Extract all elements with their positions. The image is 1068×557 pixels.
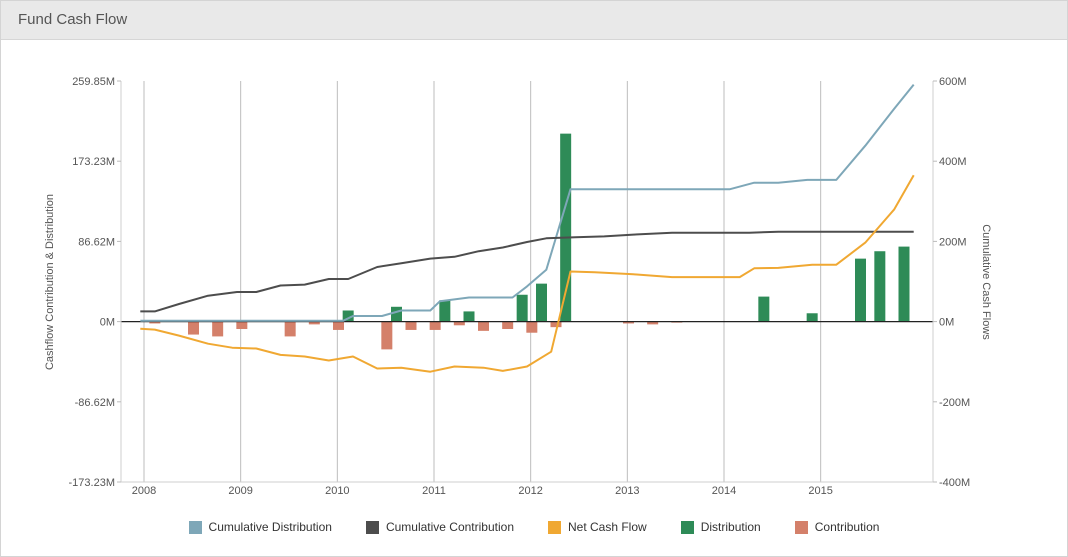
y-right-axis-title: Cumulative Cash Flows bbox=[980, 224, 992, 340]
contribution-bar bbox=[405, 321, 417, 330]
y-right-tick-label: -400M bbox=[939, 477, 970, 489]
distribution-bar bbox=[560, 133, 572, 322]
contribution-bar bbox=[623, 321, 634, 324]
distribution-bar bbox=[758, 296, 770, 322]
legend-swatch bbox=[680, 520, 694, 534]
cumulative-distribution-line bbox=[140, 83, 915, 322]
contribution-bar bbox=[647, 321, 659, 325]
legend-swatch bbox=[188, 520, 202, 534]
legend-label: Contribution bbox=[814, 520, 880, 534]
y-left-tick-label: 173.23M bbox=[72, 156, 115, 168]
y-left-tick-label: 0M bbox=[100, 317, 115, 329]
legend-item[interactable]: Net Cash Flow bbox=[548, 517, 647, 537]
contribution-bar bbox=[308, 321, 320, 325]
grid-layer bbox=[143, 81, 822, 482]
chart-legend: Cumulative Distribution Cumulative Contri… bbox=[1, 517, 1067, 537]
legend-label: Cumulative Contribution bbox=[385, 520, 514, 534]
legend-swatch bbox=[365, 520, 379, 534]
contribution-bar bbox=[502, 321, 514, 330]
distribution-bar bbox=[439, 300, 451, 322]
distribution-bar bbox=[536, 283, 547, 322]
net-cash-flow-line bbox=[140, 174, 915, 373]
legend-item[interactable]: Distribution bbox=[680, 517, 761, 537]
legend-item[interactable]: Contribution bbox=[794, 517, 880, 537]
y-right-tick-label: 600M bbox=[939, 76, 967, 88]
x-tick-label: 2015 bbox=[808, 485, 832, 497]
x-tick-label: 2009 bbox=[228, 485, 252, 497]
legend-swatch bbox=[794, 520, 808, 534]
bars-layer bbox=[149, 133, 910, 350]
contribution-bar bbox=[453, 321, 465, 326]
contribution-bar bbox=[236, 321, 248, 330]
contribution-bar bbox=[381, 321, 393, 350]
y-left-axis-title: Cashflow Contribution & Distribution bbox=[44, 194, 56, 370]
contribution-bar bbox=[284, 321, 296, 337]
contribution-bar bbox=[478, 321, 489, 331]
y-right-tick-label: 200M bbox=[939, 236, 967, 248]
contribution-bar bbox=[429, 321, 441, 330]
contribution-bar bbox=[550, 321, 562, 328]
contribution-bar bbox=[333, 321, 344, 330]
panel-header: Fund Cash Flow bbox=[1, 1, 1067, 40]
x-tick-label: 2008 bbox=[132, 485, 156, 497]
x-tick-label: 2013 bbox=[615, 485, 639, 497]
fund-cash-flow-chart: 2008 2009 2010 2011 2012 2013 2014 2015 259.85M 1… bbox=[44, 76, 992, 497]
axes-layer: 2008 2009 2010 2011 2012 2013 2014 2015 259.85M 1… bbox=[69, 76, 971, 497]
distribution-bar bbox=[391, 306, 402, 322]
x-tick-label: 2011 bbox=[422, 485, 446, 497]
distribution-bar bbox=[463, 311, 475, 322]
y-left-tick-label: 86.62M bbox=[78, 236, 115, 248]
contribution-bar bbox=[526, 321, 538, 333]
y-right-tick-label: 400M bbox=[939, 156, 967, 168]
y-left-tick-label: -86.62M bbox=[75, 397, 115, 409]
distribution-bar bbox=[874, 251, 886, 322]
distribution-bar bbox=[342, 310, 354, 322]
contribution-bar bbox=[188, 321, 199, 335]
panel-title: Fund Cash Flow bbox=[18, 11, 128, 28]
legend-item[interactable]: Cumulative Distribution bbox=[188, 517, 332, 537]
legend-swatch bbox=[548, 520, 561, 534]
x-tick-label: 2014 bbox=[712, 485, 736, 497]
distribution-bar bbox=[516, 294, 528, 322]
cumulative-contribution-line bbox=[140, 230, 914, 313]
y-left-tick-label: 259.85M bbox=[72, 76, 115, 88]
contribution-bar bbox=[212, 321, 224, 337]
y-right-tick-label: -200M bbox=[939, 397, 970, 409]
distribution-bar bbox=[806, 313, 818, 322]
y-left-tick-label: -173.23M bbox=[69, 477, 115, 489]
distribution-bar bbox=[855, 258, 866, 322]
x-tick-label: 2012 bbox=[518, 485, 542, 497]
y-right-tick-label: 0M bbox=[939, 317, 954, 329]
legend-label: Net Cash Flow bbox=[568, 520, 647, 534]
contribution-bar bbox=[149, 321, 161, 324]
legend-label: Distribution bbox=[700, 520, 761, 534]
x-tick-label: 2010 bbox=[325, 485, 349, 497]
distribution-bar bbox=[898, 246, 910, 322]
lines-layer bbox=[140, 83, 915, 373]
legend-label: Cumulative Distribution bbox=[208, 520, 332, 534]
legend-item[interactable]: Cumulative Contribution bbox=[365, 517, 514, 537]
